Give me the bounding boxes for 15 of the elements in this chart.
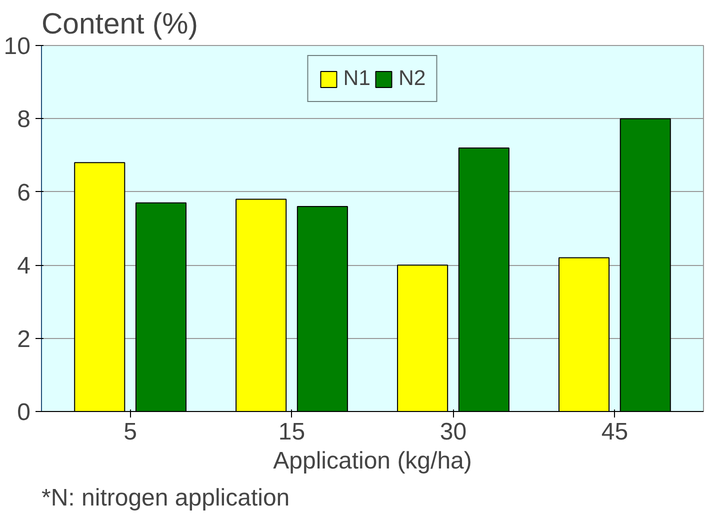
y-tick-label: 4	[17, 252, 31, 280]
y-tick-label: 6	[17, 179, 31, 206]
x-tick-label: 15	[278, 418, 306, 446]
legend-label: N1	[343, 66, 370, 91]
text: *N: nitrogen application	[42, 484, 290, 512]
y-tick-label: 10	[4, 33, 31, 60]
x-tick-label: 5	[124, 418, 137, 446]
y-tick-label: 2	[17, 326, 31, 353]
x-axis-title: Application (kg/ha)	[273, 448, 472, 474]
chart-title: Content (%)	[42, 8, 198, 40]
x-tick-label: 45	[601, 418, 628, 446]
legend-label: N2	[398, 66, 426, 91]
y-tick-label: 8	[17, 106, 31, 134]
x-tick-label: 30	[440, 418, 467, 446]
y-tick-label: 0	[17, 399, 31, 426]
